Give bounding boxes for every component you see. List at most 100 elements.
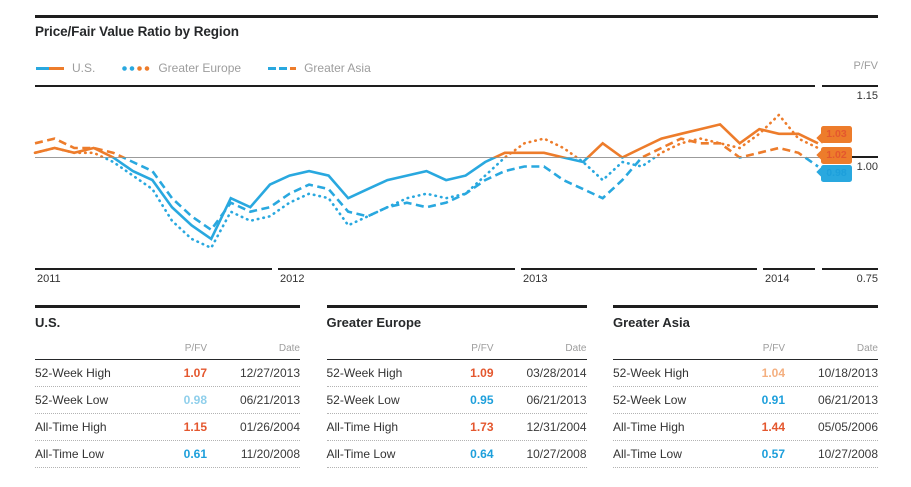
- table-top-border: [613, 305, 878, 308]
- current-value-badge-greater-europe: 1.02: [821, 147, 852, 164]
- x-axis-segment-2012: [278, 268, 515, 270]
- pfv-value: 1.09: [470, 366, 494, 380]
- row-label: All-Time High: [613, 420, 685, 434]
- legend-item-greater-europe: Greater Europe: [121, 61, 241, 75]
- table-title: Greater Europe: [326, 315, 422, 330]
- date-value: 10/27/2008: [526, 447, 587, 461]
- series-line-u-s-: [34, 122, 819, 241]
- date-value: 11/20/2008: [240, 447, 300, 461]
- y-tick-label-mid: 1.00: [856, 161, 878, 173]
- current-value-badge-us: 1.03: [821, 126, 852, 143]
- stats-tables: U.S. P/FV Date 52-Week High 1.07 12/27/2…: [35, 305, 878, 468]
- stats-table-greater-asia: Greater Asia P/FV Date 52-Week High 1.04…: [613, 305, 878, 468]
- x-tick-label: 2011: [37, 273, 61, 285]
- col-header-date: Date: [565, 343, 587, 354]
- date-value: 10/27/2008: [817, 447, 878, 461]
- y-tick-1-00: [850, 156, 878, 158]
- legend-label: U.S.: [72, 61, 96, 75]
- pfv-value: 0.98: [183, 393, 207, 407]
- legend-item-us: U.S.: [35, 61, 95, 75]
- pfv-value: 1.44: [761, 420, 785, 434]
- pfv-value: 0.61: [183, 447, 207, 461]
- table-row: 52-Week High 1.04 10/18/2013: [613, 360, 878, 387]
- x-axis-segment-2013: [521, 268, 757, 270]
- top-border: [35, 15, 878, 18]
- table-row: All-Time Low 0.61 11/20/2008: [35, 441, 300, 468]
- dashed-line-swatch-icon: [268, 66, 297, 70]
- x-tick-label: 2012: [280, 273, 305, 285]
- pfv-value: 0.57: [761, 447, 785, 461]
- pfv-value: 0.91: [761, 393, 785, 407]
- pfv-value: 1.73: [470, 420, 494, 434]
- col-header-date: Date: [278, 343, 300, 354]
- row-label: All-Time High: [326, 420, 399, 434]
- x-tick-label: 2014: [765, 273, 790, 285]
- current-value-badge-greater-asia: 0.98: [821, 165, 852, 182]
- pfv-value: 1.04: [761, 366, 785, 380]
- legend-item-greater-asia: Greater Asia: [267, 61, 371, 75]
- table-title: Greater Asia: [613, 315, 690, 330]
- series-line-greater-asia: [34, 137, 819, 232]
- pfv-value: 0.64: [470, 447, 494, 461]
- chart-top-border: [35, 85, 815, 87]
- table-row: All-Time High 1.73 12/31/2004: [326, 414, 587, 441]
- table-row: 52-Week High 1.09 03/28/2014: [326, 360, 587, 387]
- date-value: 06/21/2013: [817, 393, 878, 407]
- date-value: 01/26/2004: [239, 420, 300, 434]
- date-value: 10/18/2013: [817, 366, 878, 380]
- date-value: 12/31/2004: [526, 420, 587, 434]
- table-header: P/FV Date: [35, 343, 300, 360]
- dotted-line-swatch-icon: [122, 65, 150, 71]
- date-value: 12/27/2013: [239, 366, 300, 380]
- y-tick-label-bottom: 0.75: [856, 273, 878, 285]
- row-label: All-Time High: [35, 420, 107, 434]
- table-row: All-Time Low 0.64 10/27/2008: [326, 441, 587, 468]
- table-row: 52-Week Low 0.98 06/21/2013: [35, 387, 300, 414]
- table-title: U.S.: [35, 315, 61, 330]
- legend-label: Greater Europe: [158, 61, 242, 75]
- table-row: All-Time Low 0.57 10/27/2008: [613, 441, 878, 468]
- x-axis-segment-2011: [35, 268, 272, 270]
- page-title: Price/Fair Value Ratio by Region: [35, 24, 239, 39]
- series-line-greater-europe: [33, 112, 820, 250]
- row-label: 52-Week High: [326, 366, 403, 380]
- y-axis-unit-label: P/FV: [853, 60, 878, 72]
- row-label: 52-Week Low: [613, 393, 687, 407]
- table-row: All-Time High 1.15 01/26/2004: [35, 414, 300, 441]
- row-label: 52-Week Low: [35, 393, 109, 407]
- x-axis-segment-2014: [763, 268, 815, 270]
- date-value: 06/21/2013: [526, 393, 587, 407]
- chart-legend: U.S. Greater Europe Greater Asia: [35, 61, 371, 75]
- table-top-border: [35, 305, 300, 308]
- y-tick-1-15: [822, 85, 878, 87]
- solid-line-swatch-icon: [36, 66, 64, 70]
- col-header-pfv: P/FV: [762, 343, 785, 354]
- col-header-pfv: P/FV: [184, 343, 207, 354]
- pfv-value: 0.95: [470, 393, 494, 407]
- table-row: All-Time High 1.44 05/05/2006: [613, 414, 878, 441]
- table-header: P/FV Date: [613, 343, 878, 360]
- row-label: 52-Week High: [613, 366, 689, 380]
- row-label: All-Time Low: [326, 447, 396, 461]
- legend-label: Greater Asia: [304, 61, 371, 75]
- stats-table-us: U.S. P/FV Date 52-Week High 1.07 12/27/2…: [35, 305, 300, 468]
- row-label: All-Time Low: [613, 447, 682, 461]
- col-header-pfv: P/FV: [471, 343, 494, 354]
- col-header-date: Date: [856, 343, 878, 354]
- row-label: 52-Week High: [35, 366, 111, 380]
- table-header: P/FV Date: [326, 343, 587, 360]
- y-tick-label-top: 1.15: [856, 90, 878, 102]
- x-tick-label: 2013: [523, 273, 548, 285]
- date-value: 03/28/2014: [526, 366, 587, 380]
- table-row: 52-Week High 1.07 12/27/2013: [35, 360, 300, 387]
- table-top-border: [326, 305, 587, 308]
- pfv-value: 1.07: [183, 366, 207, 380]
- stats-table-greater-europe: Greater Europe P/FV Date 52-Week High 1.…: [326, 305, 587, 468]
- table-row: 52-Week Low 0.95 06/21/2013: [326, 387, 587, 414]
- pfv-value: 1.15: [183, 420, 207, 434]
- y-tick-0-75: [822, 268, 878, 270]
- row-label: All-Time Low: [35, 447, 104, 461]
- date-value: 05/05/2006: [817, 420, 878, 434]
- row-label: 52-Week Low: [326, 393, 400, 407]
